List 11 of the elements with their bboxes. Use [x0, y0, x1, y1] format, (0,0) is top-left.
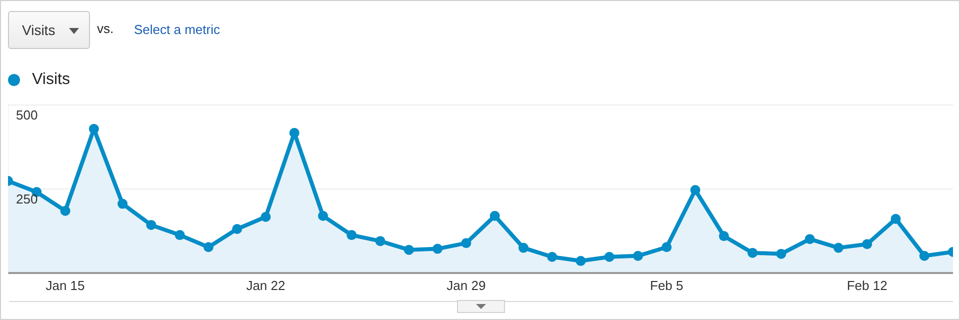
text: Select a metric: [134, 22, 220, 37]
x-tick-label: Jan 15: [46, 278, 85, 294]
y-tick-label: 500: [16, 108, 38, 123]
legend-label: Visits: [32, 71, 70, 89]
dropdown-button: Visits: [8, 11, 90, 49]
x-tick-label: Jan 22: [246, 278, 286, 294]
x-tick-label: Jan 29: [446, 278, 486, 294]
x-tick-label: Feb 12: [846, 278, 888, 294]
y-tick-label: 250: [16, 192, 38, 207]
text: vs.: [97, 21, 114, 36]
x-tick-label: Feb 5: [650, 278, 684, 294]
